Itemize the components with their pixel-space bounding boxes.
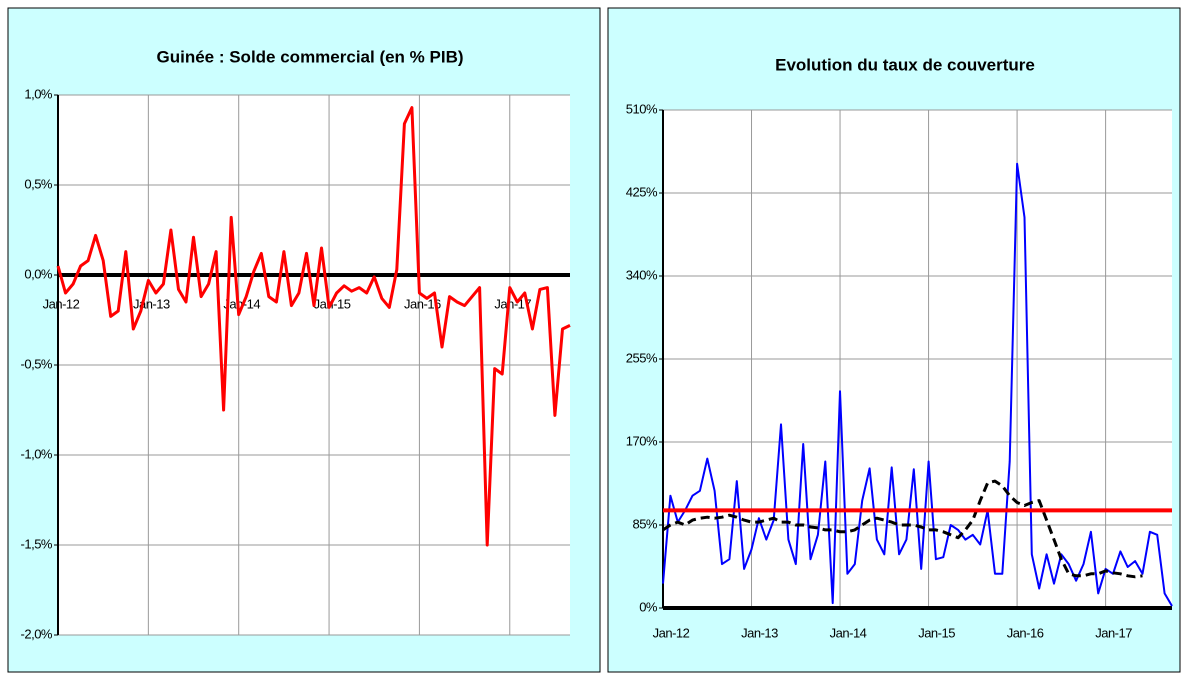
- chart-title: Evolution du taux de couverture: [775, 55, 1035, 74]
- y-tick-label: 0%: [639, 599, 658, 614]
- y-tick-label: 85%: [632, 516, 657, 531]
- x-tick-label: Jan-16: [1007, 625, 1044, 640]
- series-line: [662, 479, 1143, 579]
- y-tick-label: -2,0%: [21, 626, 53, 641]
- y-tick-label: 0,0%: [24, 266, 53, 281]
- y-tick-label: 0,5%: [24, 176, 53, 191]
- chart-title: Guinée : Solde commercial (en % PIB): [156, 47, 463, 66]
- y-tick-label: 170%: [626, 433, 658, 448]
- y-tick-label: -0,5%: [21, 356, 53, 371]
- x-tick-label: Jan-15: [918, 625, 955, 640]
- y-tick-label: 255%: [626, 350, 658, 365]
- x-tick-label: Jan-17: [1095, 625, 1132, 640]
- series-line: [662, 162, 1173, 607]
- x-tick-label: Jan-17: [494, 296, 531, 311]
- y-tick-label: 1,0%: [24, 86, 53, 101]
- y-tick-label: 340%: [626, 267, 658, 282]
- x-tick-label: Jan-13: [133, 296, 170, 311]
- series-line: [56, 106, 571, 547]
- x-tick-label: Jan-14: [830, 625, 867, 640]
- y-tick-label: 425%: [626, 184, 658, 199]
- y-tick-label: 510%: [626, 101, 658, 116]
- y-tick-label: -1,5%: [21, 536, 53, 551]
- y-tick-label: -1,0%: [21, 446, 53, 461]
- x-tick-label: Jan-13: [741, 625, 778, 640]
- x-tick-label: Jan-12: [43, 296, 80, 311]
- x-tick-label: Jan-16: [404, 296, 441, 311]
- x-tick-label: Jan-12: [653, 625, 690, 640]
